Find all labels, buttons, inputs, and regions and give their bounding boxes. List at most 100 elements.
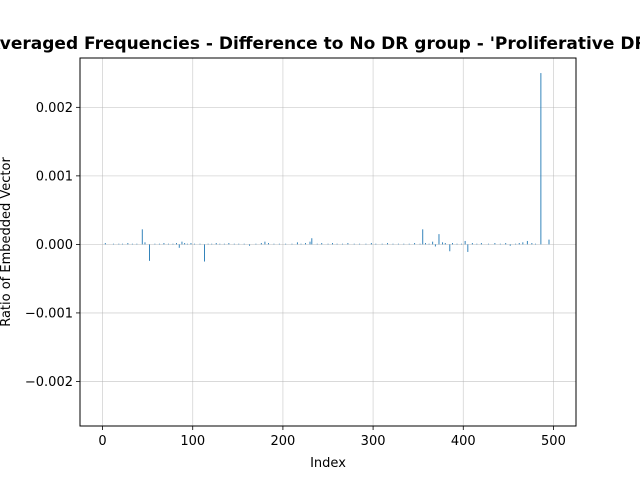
- bar: [194, 243, 196, 245]
- bar: [456, 243, 458, 245]
- bar: [548, 239, 550, 245]
- bar: [438, 234, 440, 245]
- bar: [264, 241, 266, 245]
- bar: [392, 243, 394, 245]
- bar: [181, 241, 183, 245]
- bar: [526, 240, 528, 245]
- bar: [300, 243, 302, 245]
- bar: [167, 243, 169, 245]
- bar: [471, 243, 473, 245]
- bar: [464, 240, 466, 245]
- bar: [172, 243, 174, 245]
- bar: [249, 244, 251, 246]
- bar: [204, 244, 205, 262]
- bar: [260, 243, 262, 245]
- bar: [278, 243, 280, 245]
- bar: [158, 243, 160, 245]
- bar: [428, 243, 430, 245]
- bar: [131, 243, 133, 245]
- bar: [499, 243, 501, 245]
- x-tick-label: 500: [541, 434, 566, 449]
- bar: [397, 243, 399, 245]
- bar: [505, 243, 507, 245]
- bar: [176, 243, 177, 245]
- bar: [309, 241, 311, 245]
- y-tick-label: 0.001: [36, 169, 73, 184]
- bar: [336, 243, 338, 245]
- bar: [365, 243, 367, 245]
- bar: [375, 243, 377, 245]
- x-tick-label: 300: [361, 434, 386, 449]
- bar: [452, 243, 453, 245]
- bar: [104, 243, 106, 245]
- bar: [255, 243, 257, 245]
- y-tick-label: −0.001: [25, 306, 73, 321]
- chart-title: Averaged Frequencies - Difference to No …: [0, 34, 640, 54]
- bar: [199, 243, 201, 245]
- bar: [228, 243, 230, 245]
- bar: [342, 243, 343, 245]
- bar: [291, 243, 293, 245]
- x-axis-label: Index: [310, 456, 346, 471]
- bar: [488, 243, 490, 245]
- plot-frame: [79, 57, 577, 427]
- x-tick-label: 0: [98, 434, 106, 449]
- bar: [347, 243, 349, 245]
- bar: [480, 243, 482, 245]
- x-tick-label: 200: [270, 434, 295, 449]
- bar: [141, 229, 143, 245]
- bar: [316, 243, 318, 245]
- bar: [186, 243, 188, 245]
- bar: [211, 243, 213, 245]
- bar: [414, 243, 416, 245]
- x-tick-label: 100: [180, 434, 205, 449]
- bar: [268, 243, 269, 245]
- bar: [327, 243, 329, 245]
- bar: [518, 243, 520, 245]
- bar: [387, 243, 389, 245]
- bar: [178, 244, 180, 248]
- bar: [321, 243, 323, 245]
- bar: [154, 243, 156, 245]
- bar: [207, 243, 209, 245]
- ticks: 0 100 200 300 400 500 −0.002 −0.001 0.000 0.001 0.…: [25, 101, 566, 449]
- y-axis-label: Ratio of Embedded Vector: [0, 157, 14, 327]
- y-tick-label: 0.002: [36, 101, 73, 116]
- bar: [353, 243, 355, 245]
- bar: [432, 241, 434, 245]
- bar: [434, 244, 436, 247]
- bar: [223, 243, 225, 245]
- bar: [311, 238, 313, 245]
- bar: [422, 229, 424, 245]
- bar: [461, 243, 462, 245]
- bar: [332, 243, 334, 245]
- bar: [522, 242, 524, 245]
- y-tick-label: −0.002: [25, 375, 73, 390]
- bar: [531, 243, 533, 245]
- bar: [144, 242, 146, 245]
- bar: [233, 243, 235, 245]
- bar: [449, 244, 451, 252]
- bar: [370, 243, 372, 245]
- bar: [121, 243, 123, 245]
- bar: [424, 243, 426, 245]
- bar: [118, 243, 120, 245]
- bar: [127, 243, 129, 245]
- bar: [442, 242, 444, 245]
- bar: [285, 243, 287, 245]
- bar: [403, 243, 405, 245]
- bar: [305, 243, 306, 245]
- bar: [112, 243, 114, 245]
- bar: [190, 243, 192, 245]
- bar: [219, 243, 221, 245]
- bar: [419, 243, 421, 245]
- bar: [243, 243, 245, 245]
- bar: [359, 243, 361, 245]
- bar: [273, 243, 275, 245]
- x-tick-label: 400: [451, 434, 476, 449]
- bar: [296, 242, 298, 245]
- bar: [215, 243, 217, 245]
- bar: [509, 244, 511, 246]
